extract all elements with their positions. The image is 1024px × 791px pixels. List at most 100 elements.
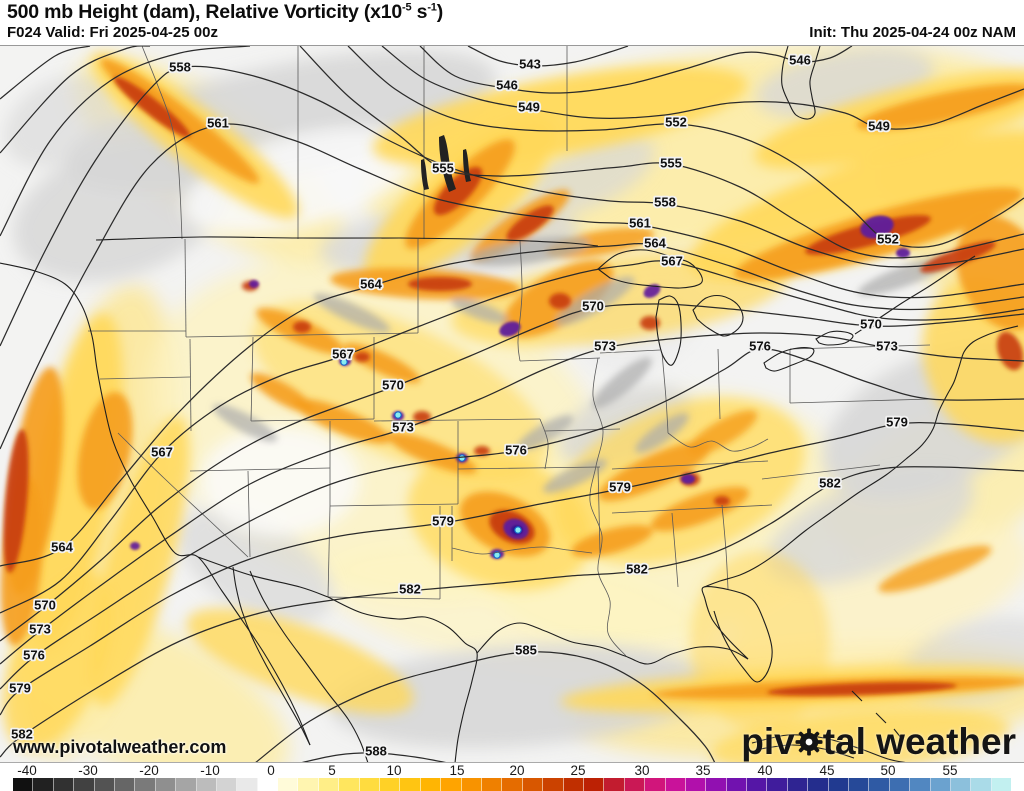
contour-label-561: 561 [629, 215, 651, 230]
height-contour-558 [0, 65, 1024, 347]
colorbar-cell [543, 778, 564, 791]
height-contour-549 [0, 46, 91, 100]
colorbar-tick: -30 [78, 763, 98, 778]
contour-label-564: 564 [51, 539, 73, 554]
colorbar-tick: 20 [509, 763, 525, 778]
contour-label-576: 576 [749, 338, 771, 353]
contour-label-558: 558 [169, 59, 191, 74]
colorbar-cell [461, 778, 482, 791]
colorbar-cell [481, 778, 503, 791]
geography-borders [0, 46, 1019, 762]
colorbar: -40 -30 -20 -10 0 5 10 15 20 25 30 35 40 45 50 55 [0, 762, 1024, 791]
contour-label-576: 576 [23, 647, 45, 662]
colorbar-cell [135, 778, 156, 791]
height-contour-561 [0, 123, 1024, 450]
contour-label-567: 567 [661, 253, 683, 268]
colorbar-cell [604, 778, 625, 791]
colorbar-cell [74, 778, 95, 791]
height-contour-552 [0, 46, 151, 154]
contour-label-567: 567 [151, 444, 173, 459]
contour-label-558: 558 [654, 194, 676, 209]
contour-label-555: 555 [432, 160, 454, 175]
colorbar-cell [706, 778, 727, 791]
height-contour-546 [419, 46, 853, 94]
contour-label-579: 579 [9, 680, 31, 695]
colorbar-tick: -10 [200, 763, 220, 778]
colorbar-cell [665, 778, 686, 791]
colorbar-tick: 0 [267, 763, 275, 778]
colorbar-cell [155, 778, 177, 791]
colorbar-cell [114, 778, 136, 791]
vorticity-max-dots [340, 358, 522, 559]
colorbar-cell [380, 778, 401, 791]
colorbar-tick: 40 [757, 763, 773, 778]
height-contour-570 [0, 303, 1024, 642]
colorbar-cell [278, 778, 299, 791]
height-contour-555 [0, 46, 251, 237]
colorbar-cell [441, 778, 462, 791]
colorbar-cell [645, 778, 666, 791]
colorbar-cell [196, 778, 217, 791]
page-title: 500 mb Height (dam), Relative Vorticity … [7, 1, 443, 23]
contour-label-564: 564 [644, 235, 666, 250]
pivotal-weather-logo: piv tal weather [741, 723, 1016, 760]
contour-label-570: 570 [860, 316, 882, 331]
colorbar-tick: 50 [880, 763, 896, 778]
contour-label-579: 579 [609, 479, 631, 494]
contour-label-582: 582 [819, 475, 841, 490]
colorbar-cell [216, 778, 238, 791]
contour-label-552: 552 [665, 114, 687, 129]
colorbar-tick: -40 [17, 763, 37, 778]
contour-label-549: 549 [868, 118, 890, 133]
contour-label-582: 582 [11, 726, 33, 741]
contour-label-573: 573 [594, 338, 616, 353]
colorbar-cell [787, 778, 809, 791]
height-contours [0, 46, 1024, 762]
height-contour-573 [0, 332, 1024, 665]
colorbar-cell [33, 778, 54, 791]
colorbar-cell [522, 778, 544, 791]
height-contour-552 [347, 46, 1024, 248]
contour-label-573: 573 [392, 419, 414, 434]
colorbar-tick: 10 [386, 763, 402, 778]
map-header: 500 mb Height (dam), Relative Vorticity … [0, 0, 1024, 45]
colorbar-cell [53, 778, 75, 791]
colorbar-tick: 25 [570, 763, 586, 778]
height-contour-585 [255, 651, 716, 762]
colorbar-cell [94, 778, 115, 791]
colorbar-cell [726, 778, 748, 791]
contour-label-576: 576 [505, 442, 527, 457]
map-canvas: 543 546 546 549 549 552 552 555 555 558 558 561 561 5… [0, 45, 1024, 762]
colorbar-cell [13, 778, 34, 791]
contour-label-582: 582 [626, 561, 648, 576]
colorbar-cell [828, 778, 850, 791]
colorbar-cell [808, 778, 829, 791]
valid-time-label: F024 Valid: Fri 2025-04-25 00z [7, 24, 218, 41]
colorbar-tick: -20 [139, 763, 159, 778]
contour-label-552: 552 [877, 231, 899, 246]
colorbar-cell [339, 778, 360, 791]
colorbar-cell [359, 778, 381, 791]
contour-label-561: 561 [207, 115, 229, 130]
contour-label-582: 582 [399, 581, 421, 596]
colorbar-cell [950, 778, 972, 791]
contour-label-570: 570 [34, 597, 56, 612]
contour-label-588: 588 [365, 743, 387, 758]
colorbar-cell [767, 778, 788, 791]
colorbar-cell [318, 778, 340, 791]
colorbar-cell [583, 778, 605, 791]
colorbar-ticks: -40 -30 -20 -10 0 5 10 15 20 25 30 35 40 45 50 55 [0, 763, 1024, 778]
colorbar-tick: 35 [695, 763, 711, 778]
height-contour-588 [301, 752, 447, 762]
colorbar-cell [869, 778, 890, 791]
colorbar-cell [910, 778, 931, 791]
contour-label-555: 555 [660, 155, 682, 170]
colorbar-cell [176, 778, 197, 791]
colorbar-tick: 15 [449, 763, 465, 778]
colorbar-cell [971, 778, 992, 791]
colorbar-cell [747, 778, 768, 791]
contour-label-549: 549 [518, 99, 540, 114]
